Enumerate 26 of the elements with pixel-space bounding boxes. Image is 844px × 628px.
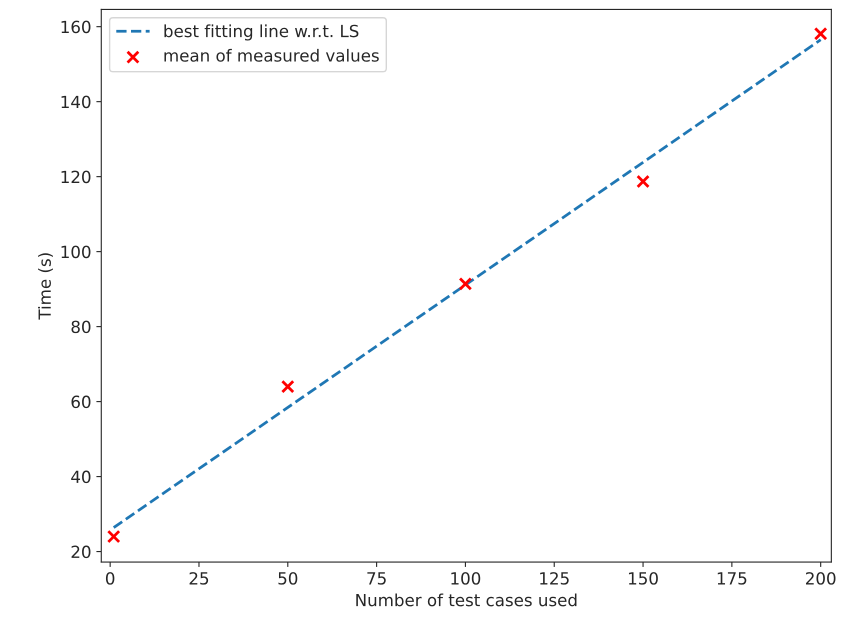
x-tick-label: 75 — [367, 572, 386, 585]
x-tick-label: 50 — [278, 572, 298, 585]
y-tick-label: 60 — [72, 396, 90, 408]
y-tick-label: 40 — [71, 470, 90, 484]
y-tick-label: 20 — [72, 546, 90, 558]
x-tick-label: 125 — [540, 572, 569, 585]
point — [458, 277, 472, 291]
x-tick-label: 200 — [806, 572, 836, 585]
x-tick-label: 100 — [451, 572, 480, 585]
y-axis-title: Time (s) — [38, 253, 53, 320]
point — [636, 174, 650, 188]
y-tick-label: 80 — [71, 320, 90, 334]
point — [281, 380, 295, 394]
x-tick-label: 0 — [106, 572, 114, 585]
point — [106, 530, 120, 544]
y-tick-label: 100 — [62, 246, 90, 258]
point — [814, 27, 828, 41]
legend-label: best fitting line w.r.t. LS — [164, 24, 358, 41]
x-tick-label: 25 — [190, 572, 208, 585]
x-tick-label: 175 — [718, 572, 746, 585]
y-tick-label: 120 — [62, 170, 90, 184]
x-axis-title: Number of test cases used — [356, 593, 576, 606]
x-tick-label: 150 — [628, 572, 658, 585]
y-tick-label: 140 — [62, 96, 90, 108]
y-tick-label: 160 — [62, 20, 90, 34]
legend-label: mean of measured values — [164, 48, 379, 62]
